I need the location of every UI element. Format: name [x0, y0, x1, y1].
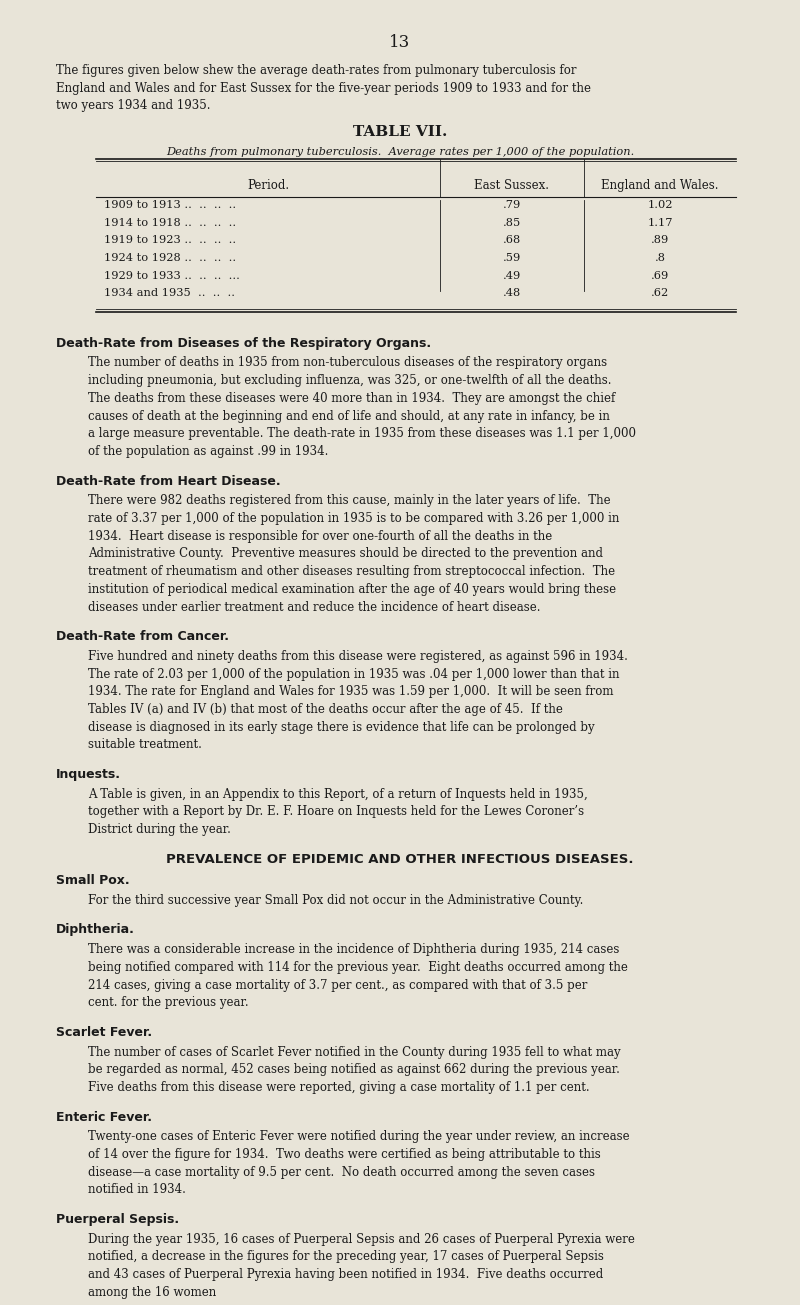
Text: .68: .68 — [503, 235, 521, 245]
Text: .49: .49 — [503, 270, 521, 281]
Text: together with a Report by Dr. E. F. Hoare on Inquests held for the Lewes Coroner: together with a Report by Dr. E. F. Hoar… — [88, 805, 584, 818]
Text: rate of 3.37 per 1,000 of the population in 1935 is to be compared with 3.26 per: rate of 3.37 per 1,000 of the population… — [88, 512, 619, 525]
Text: .62: .62 — [651, 288, 669, 299]
Text: 1909 to 1913 ..  ..  ..  ..: 1909 to 1913 .. .. .. .. — [104, 200, 236, 210]
Text: For the third successive year Small Pox did not occur in the Administrative Coun: For the third successive year Small Pox … — [88, 894, 583, 907]
Text: 1.02: 1.02 — [647, 200, 673, 210]
Text: of 14 over the figure for 1934.  Two deaths were certified as being attributable: of 14 over the figure for 1934. Two deat… — [88, 1148, 601, 1161]
Text: There were 982 deaths registered from this cause, mainly in the later years of l: There were 982 deaths registered from th… — [88, 495, 610, 508]
Text: Puerperal Sepsis.: Puerperal Sepsis. — [56, 1212, 179, 1225]
Text: Twenty-one cases of Enteric Fever were notified during the year under review, an: Twenty-one cases of Enteric Fever were n… — [88, 1130, 630, 1143]
Text: 1929 to 1933 ..  ..  ..  ...: 1929 to 1933 .. .. .. ... — [104, 270, 240, 281]
Text: of the population as against .99 in 1934.: of the population as against .99 in 1934… — [88, 445, 328, 458]
Text: Death-Rate from Heart Disease.: Death-Rate from Heart Disease. — [56, 475, 281, 488]
Text: PREVALENCE OF EPIDEMIC AND OTHER INFECTIOUS DISEASES.: PREVALENCE OF EPIDEMIC AND OTHER INFECTI… — [166, 852, 634, 865]
Text: treatment of rheumatism and other diseases resulting from streptococcal infectio: treatment of rheumatism and other diseas… — [88, 565, 615, 578]
Text: Diphtheria.: Diphtheria. — [56, 924, 135, 937]
Text: Five deaths from this disease were reported, giving a case mortality of 1.1 per : Five deaths from this disease were repor… — [88, 1081, 590, 1094]
Text: The number of cases of Scarlet Fever notified in the County during 1935 fell to : The number of cases of Scarlet Fever not… — [88, 1045, 621, 1058]
Text: England and Wales and for East Sussex for the five-year periods 1909 to 1933 and: England and Wales and for East Sussex fo… — [56, 82, 591, 95]
Text: .79: .79 — [503, 200, 521, 210]
Text: being notified compared with 114 for the previous year.  Eight deaths occurred a: being notified compared with 114 for the… — [88, 960, 628, 974]
Text: The figures given below shew the average death-rates from pulmonary tuberculosis: The figures given below shew the average… — [56, 64, 577, 77]
Text: East Sussex.: East Sussex. — [474, 179, 550, 192]
Text: 1934.  Heart disease is responsible for over one-fourth of all the deaths in the: 1934. Heart disease is responsible for o… — [88, 530, 552, 543]
Text: 1914 to 1918 ..  ..  ..  ..: 1914 to 1918 .. .. .. .. — [104, 218, 236, 227]
Text: England and Wales.: England and Wales. — [602, 179, 718, 192]
Text: .85: .85 — [503, 218, 521, 227]
Text: 1919 to 1923 ..  ..  ..  ..: 1919 to 1923 .. .. .. .. — [104, 235, 236, 245]
Text: .48: .48 — [503, 288, 521, 299]
Text: Small Pox.: Small Pox. — [56, 874, 130, 887]
Text: be regarded as normal, 452 cases being notified as against 662 during the previo: be regarded as normal, 452 cases being n… — [88, 1064, 620, 1077]
Text: two years 1934 and 1935.: two years 1934 and 1935. — [56, 99, 210, 112]
Text: cent. for the previous year.: cent. for the previous year. — [88, 996, 249, 1009]
Text: .8: .8 — [654, 253, 666, 264]
Text: disease is diagnosed in its early stage there is evidence that life can be prolo: disease is diagnosed in its early stage … — [88, 720, 594, 733]
Text: Inquests.: Inquests. — [56, 767, 121, 780]
Text: .59: .59 — [503, 253, 521, 264]
Text: The number of deaths in 1935 from non-tuberculous diseases of the respiratory or: The number of deaths in 1935 from non-tu… — [88, 356, 607, 369]
Text: A Table is given, in an Appendix to this Report, of a return of Inquests held in: A Table is given, in an Appendix to this… — [88, 788, 588, 800]
Text: 214 cases, giving a case mortality of 3.7 per cent., as compared with that of 3.: 214 cases, giving a case mortality of 3.… — [88, 979, 587, 992]
Text: Enteric Fever.: Enteric Fever. — [56, 1111, 152, 1124]
Text: disease—a case mortality of 9.5 per cent.  No death occurred among the seven cas: disease—a case mortality of 9.5 per cent… — [88, 1165, 595, 1178]
Text: 1934 and 1935  ..  ..  ..: 1934 and 1935 .. .. .. — [104, 288, 235, 299]
Text: Death-Rate from Cancer.: Death-Rate from Cancer. — [56, 630, 229, 643]
Text: .69: .69 — [651, 270, 669, 281]
Text: causes of death at the beginning and end of life and should, at any rate in infa: causes of death at the beginning and end… — [88, 410, 610, 423]
Text: among the 16 women: among the 16 women — [88, 1285, 216, 1298]
Text: Five hundred and ninety deaths from this disease were registered, as against 596: Five hundred and ninety deaths from this… — [88, 650, 628, 663]
Text: During the year 1935, 16 cases of Puerperal Sepsis and 26 cases of Puerperal Pyr: During the year 1935, 16 cases of Puerpe… — [88, 1233, 635, 1245]
Text: Tables IV (a) and IV (b) that most of the deaths occur after the age of 45.  If : Tables IV (a) and IV (b) that most of th… — [88, 703, 563, 716]
Text: 1.17: 1.17 — [647, 218, 673, 227]
Text: 13: 13 — [390, 34, 410, 51]
Text: 1934. The rate for England and Wales for 1935 was 1.59 per 1,000.  It will be se: 1934. The rate for England and Wales for… — [88, 685, 614, 698]
Text: Death-Rate from Diseases of the Respiratory Organs.: Death-Rate from Diseases of the Respirat… — [56, 337, 431, 350]
Text: suitable treatment.: suitable treatment. — [88, 739, 202, 752]
Text: Period.: Period. — [247, 179, 289, 192]
Text: 1924 to 1928 ..  ..  ..  ..: 1924 to 1928 .. .. .. .. — [104, 253, 236, 264]
Text: Scarlet Fever.: Scarlet Fever. — [56, 1026, 152, 1039]
Text: and 43 cases of Puerperal Pyrexia having been notified in 1934.  Five deaths occ: and 43 cases of Puerperal Pyrexia having… — [88, 1268, 603, 1282]
Text: notified, a decrease in the figures for the preceding year, 17 cases of Puerpera: notified, a decrease in the figures for … — [88, 1250, 604, 1263]
Text: Deaths from pulmonary tuberculosis.  Average rates per 1,000 of the population.: Deaths from pulmonary tuberculosis. Aver… — [166, 146, 634, 157]
Text: including pneumonia, but excluding influenza, was 325, or one-twelfth of all the: including pneumonia, but excluding influ… — [88, 375, 611, 388]
Text: a large measure preventable. The death-rate in 1935 from these diseases was 1.1 : a large measure preventable. The death-r… — [88, 427, 636, 440]
Text: institution of periodical medical examination after the age of 40 years would br: institution of periodical medical examin… — [88, 583, 616, 596]
Text: The deaths from these diseases were 40 more than in 1934.  They are amongst the : The deaths from these diseases were 40 m… — [88, 392, 615, 405]
Text: diseases under earlier treatment and reduce the incidence of heart disease.: diseases under earlier treatment and red… — [88, 600, 541, 613]
Text: Administrative County.  Preventive measures should be directed to the prevention: Administrative County. Preventive measur… — [88, 547, 603, 560]
Text: TABLE VII.: TABLE VII. — [353, 125, 447, 140]
Text: There was a considerable increase in the incidence of Diphtheria during 1935, 21: There was a considerable increase in the… — [88, 944, 619, 957]
Text: District during the year.: District during the year. — [88, 823, 231, 837]
Text: .89: .89 — [651, 235, 669, 245]
Text: The rate of 2.03 per 1,000 of the population in 1935 was .04 per 1,000 lower tha: The rate of 2.03 per 1,000 of the popula… — [88, 667, 619, 680]
Text: notified in 1934.: notified in 1934. — [88, 1184, 186, 1197]
